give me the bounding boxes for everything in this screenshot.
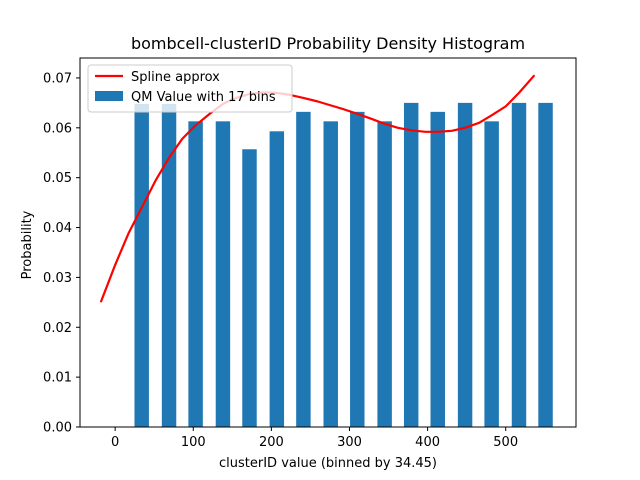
y-tick-label: 0.07 <box>43 71 72 86</box>
legend-entry-histogram: QM Value with 17 bins <box>131 90 276 105</box>
x-tick-label: 0 <box>111 435 119 450</box>
spline-series <box>99 74 535 303</box>
histogram-bar <box>188 121 203 428</box>
histogram-bar <box>457 102 473 427</box>
x-tick-label: 100 <box>181 435 206 450</box>
x-tick-label: 200 <box>259 435 284 450</box>
histogram-bar <box>430 111 445 427</box>
y-tick-label: 0.05 <box>43 171 72 186</box>
histogram-bar <box>323 121 338 428</box>
histogram-bar <box>484 121 499 428</box>
histogram-bar <box>403 102 419 427</box>
legend-entry-spline: Spline approx <box>131 70 220 85</box>
legend-bar-swatch <box>95 91 123 101</box>
histogram-bar <box>242 149 257 428</box>
y-tick-label: 0.01 <box>43 371 72 386</box>
histogram-bar <box>377 121 392 428</box>
spline-line <box>99 74 535 303</box>
y-tick-label: 0.06 <box>43 121 72 136</box>
histogram-bar <box>296 111 311 427</box>
x-axis-title: clusterID value (binned by 34.45) <box>219 456 437 471</box>
histogram-bar <box>350 111 365 427</box>
histogram-bar <box>215 121 231 428</box>
legend-box <box>87 64 293 113</box>
histogram-bar <box>161 103 177 428</box>
y-tick-label: 0.02 <box>43 321 72 336</box>
axes: 0 100 200 300 400 500 0.00 0.01 0.02 0.03 0.04 0.05… <box>43 57 577 450</box>
x-tick-label: 400 <box>415 435 440 450</box>
histogram-bar <box>511 102 527 427</box>
histogram-bar <box>538 102 553 427</box>
histogram-bar <box>269 131 285 428</box>
bar-series <box>134 102 553 428</box>
x-tick-label: 300 <box>337 435 362 450</box>
plot-frame <box>79 57 577 428</box>
x-tick-label: 500 <box>493 435 518 450</box>
legend: Spline approx QM Value with 17 bins <box>87 64 293 113</box>
y-tick-label: 0.04 <box>43 221 72 236</box>
chart-title: bombcell-clusterID Probability Density H… <box>131 34 525 53</box>
histogram-bar <box>134 103 149 428</box>
y-tick-label: 0.03 <box>43 271 72 286</box>
y-tick-label: 0.00 <box>43 421 72 436</box>
y-axis-title: Probability <box>20 210 35 279</box>
